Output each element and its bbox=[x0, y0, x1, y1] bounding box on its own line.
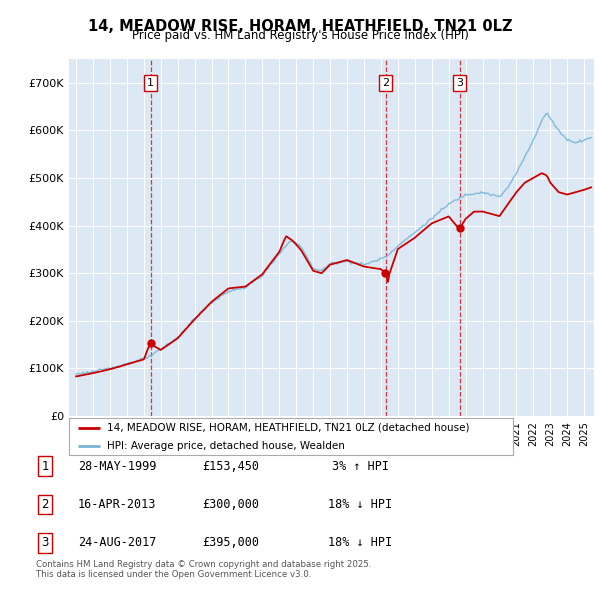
Text: 16-APR-2013: 16-APR-2013 bbox=[78, 498, 156, 511]
Text: £153,450: £153,450 bbox=[203, 460, 260, 473]
Text: 14, MEADOW RISE, HORAM, HEATHFIELD, TN21 0LZ: 14, MEADOW RISE, HORAM, HEATHFIELD, TN21… bbox=[88, 19, 512, 34]
Text: HPI: Average price, detached house, Wealden: HPI: Average price, detached house, Weal… bbox=[107, 441, 344, 451]
Text: 28-MAY-1999: 28-MAY-1999 bbox=[78, 460, 156, 473]
Text: 18% ↓ HPI: 18% ↓ HPI bbox=[328, 536, 392, 549]
Text: 1: 1 bbox=[41, 460, 49, 473]
Text: 24-AUG-2017: 24-AUG-2017 bbox=[78, 536, 156, 549]
Text: 18% ↓ HPI: 18% ↓ HPI bbox=[328, 498, 392, 511]
Text: Contains HM Land Registry data © Crown copyright and database right 2025.
This d: Contains HM Land Registry data © Crown c… bbox=[36, 560, 371, 579]
Text: 2: 2 bbox=[41, 498, 49, 511]
Text: Price paid vs. HM Land Registry's House Price Index (HPI): Price paid vs. HM Land Registry's House … bbox=[131, 30, 469, 42]
Text: £300,000: £300,000 bbox=[203, 498, 260, 511]
Text: 2: 2 bbox=[382, 78, 389, 88]
Text: 1: 1 bbox=[147, 78, 154, 88]
Text: £395,000: £395,000 bbox=[203, 536, 260, 549]
Text: 3: 3 bbox=[41, 536, 49, 549]
Text: 3: 3 bbox=[456, 78, 463, 88]
Text: 3% ↑ HPI: 3% ↑ HPI bbox=[331, 460, 389, 473]
Text: 14, MEADOW RISE, HORAM, HEATHFIELD, TN21 0LZ (detached house): 14, MEADOW RISE, HORAM, HEATHFIELD, TN21… bbox=[107, 422, 469, 432]
